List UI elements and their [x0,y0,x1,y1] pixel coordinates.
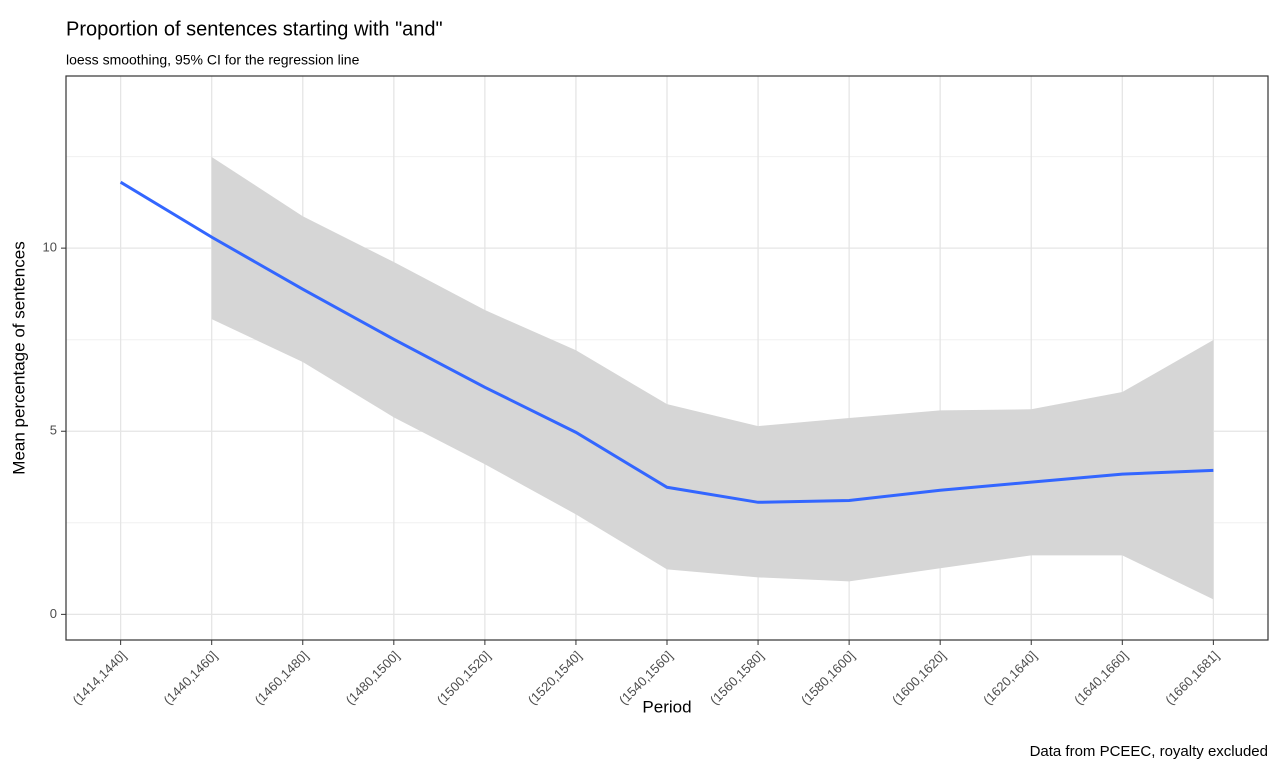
x-tick-label: (1660,1681] [1162,648,1222,708]
caption: Data from PCEEC, royalty excluded [1030,743,1268,760]
confidence-band [211,156,1214,600]
x-tick-label: (1460,1480] [252,648,312,708]
x-tick-label: (1560,1580] [707,648,767,708]
x-tick-label: (1640,1660] [1071,648,1131,708]
y-axis-title: Mean percentage of sentences [9,241,28,474]
x-tick-label: (1414,1440] [70,648,130,708]
y-tick-label: 5 [50,423,57,438]
panel-border [65,75,1269,641]
x-tick-label: (1480,1500] [343,648,403,708]
x-tick-label: (1620,1640] [980,648,1040,708]
x-tick-label: (1520,1540] [525,648,585,708]
x-axis-title: Period [642,697,691,716]
chart-title: Proportion of sentences starting with "a… [66,18,443,40]
x-tick-label: (1600,1620] [889,648,949,708]
x-tick-label: (1580,1600] [798,648,858,708]
regression-line [119,180,1214,504]
chart-subtitle: loess smoothing, 95% CI for the regressi… [66,52,360,68]
x-tick-label: (1500,1520] [434,648,494,708]
x-tick-label: (1440,1460] [161,648,221,708]
y-tick-label: 0 [50,606,57,621]
y-tick-label: 10 [43,240,57,255]
